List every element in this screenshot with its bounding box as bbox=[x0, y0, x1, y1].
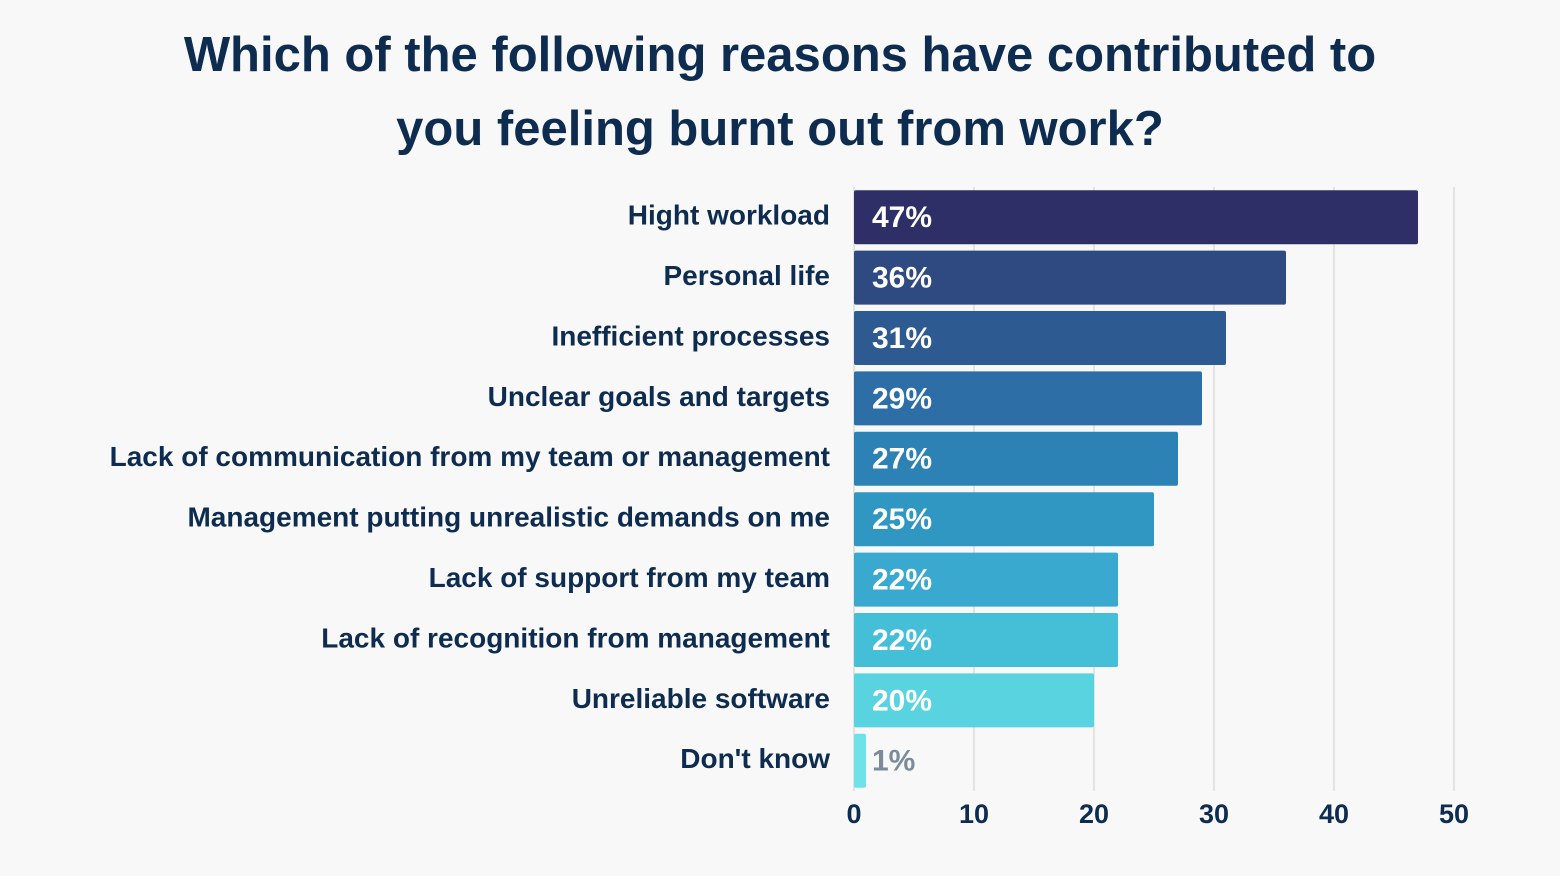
y-tick-label: Management putting unrealistic demands o… bbox=[187, 502, 830, 533]
bar bbox=[854, 250, 1286, 305]
bar bbox=[854, 431, 1178, 486]
value-label: 25% bbox=[872, 503, 932, 536]
y-tick-label: Don't know bbox=[680, 743, 830, 774]
value-label: 22% bbox=[872, 564, 932, 597]
x-tick-label: 30 bbox=[1199, 799, 1229, 829]
value-label: 1% bbox=[872, 745, 915, 778]
y-tick-label: Lack of recognition from management bbox=[321, 622, 830, 653]
x-tick-label: 10 bbox=[959, 799, 989, 829]
x-tick-label: 50 bbox=[1439, 799, 1469, 829]
value-label: 27% bbox=[872, 443, 932, 476]
bar bbox=[854, 552, 1118, 607]
bar bbox=[854, 673, 1094, 728]
y-tick-label: Unclear goals and targets bbox=[488, 381, 830, 412]
bar bbox=[854, 492, 1154, 547]
y-tick-label: Unreliable software bbox=[572, 683, 830, 714]
value-label: 29% bbox=[872, 382, 932, 415]
value-label: 47% bbox=[872, 201, 932, 234]
y-tick-label: Hight workload bbox=[628, 200, 830, 231]
value-label: 20% bbox=[872, 684, 932, 717]
bar bbox=[854, 613, 1118, 667]
x-tick-label: 0 bbox=[846, 799, 861, 829]
y-tick-label: Personal life bbox=[663, 260, 830, 291]
y-tick-label: Lack of communication from my team or ma… bbox=[110, 441, 830, 472]
chart-title: Which of the following reasons have cont… bbox=[183, 28, 1377, 156]
value-label: 31% bbox=[872, 322, 932, 355]
bar bbox=[854, 733, 866, 788]
x-tick-label: 20 bbox=[1079, 799, 1109, 829]
bar bbox=[854, 371, 1202, 426]
bar bbox=[854, 311, 1226, 365]
x-tick-label: 40 bbox=[1319, 799, 1349, 829]
value-label: 36% bbox=[872, 262, 932, 295]
y-tick-label: Lack of support from my team bbox=[429, 562, 830, 593]
bar bbox=[854, 190, 1418, 245]
value-label: 22% bbox=[872, 624, 932, 657]
y-tick-label: Inefficient processes bbox=[551, 320, 830, 351]
